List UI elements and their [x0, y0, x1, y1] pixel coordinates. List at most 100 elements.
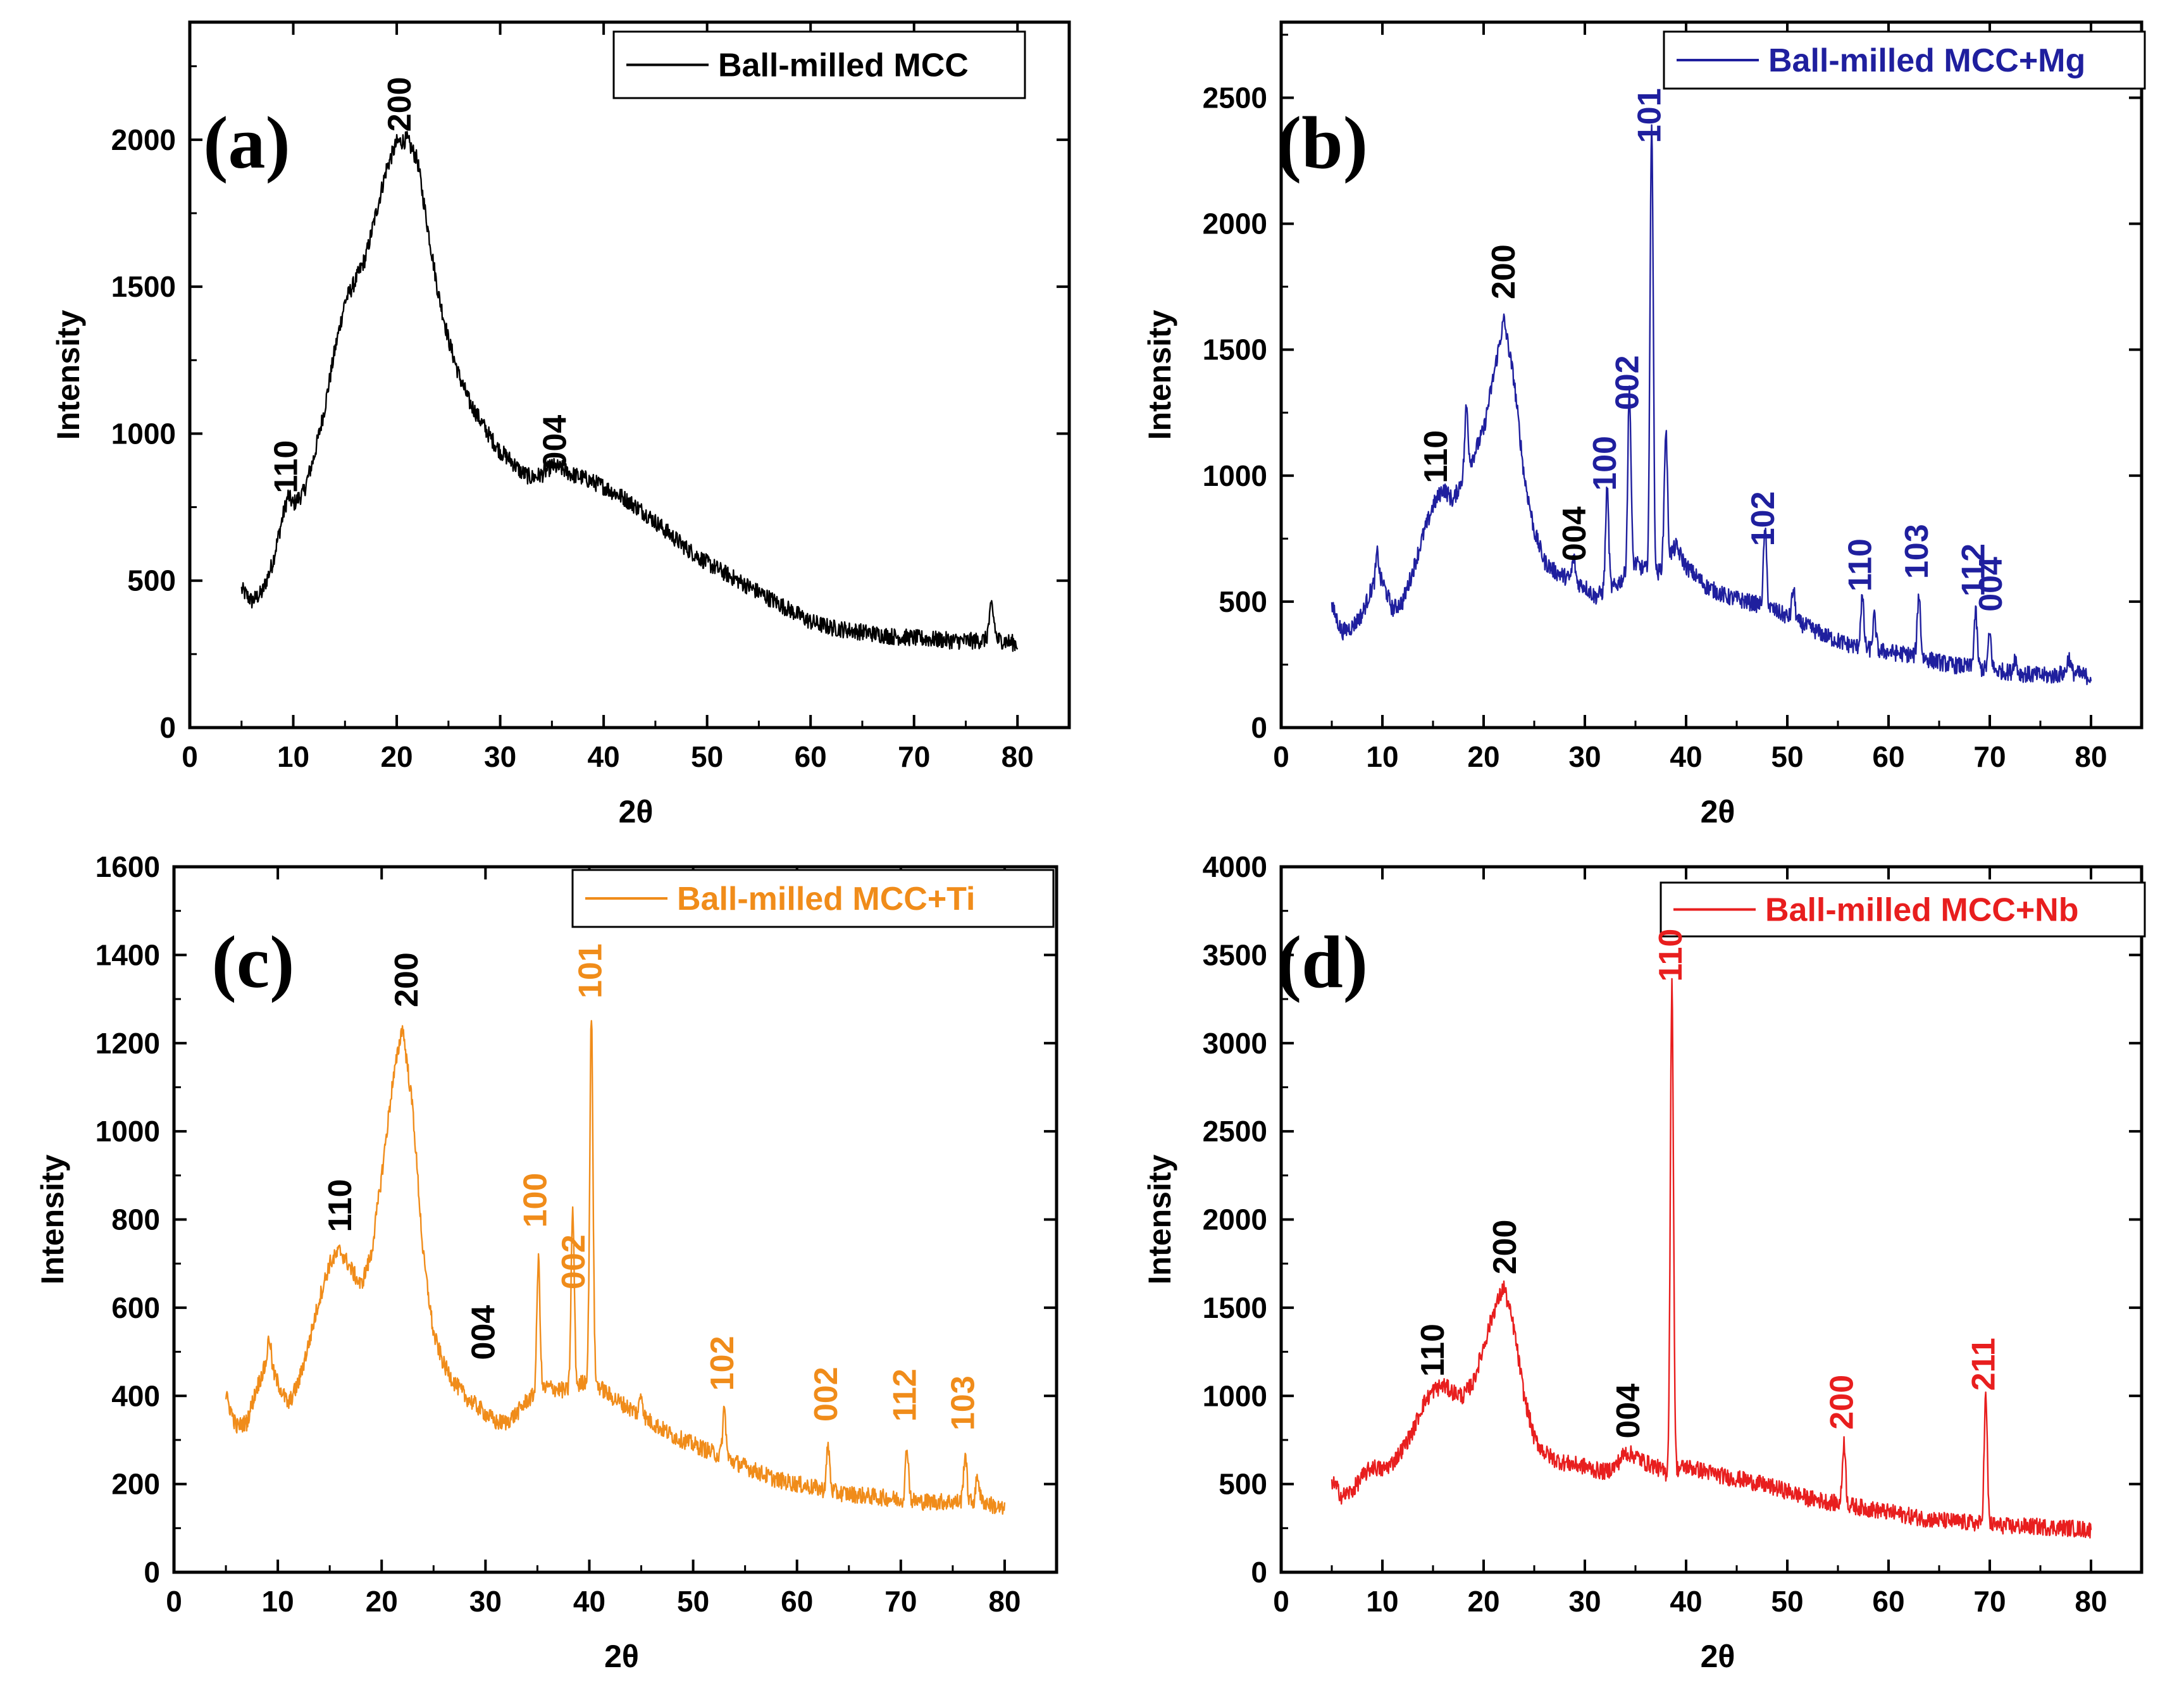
chart-panel-c: 0 10 20 30 40 50 60 70 8002004006008001000120014… [35, 850, 1058, 1674]
panel-label: (b) [1277, 101, 1368, 184]
plot-frame [1279, 865, 2144, 1574]
x-tick-label: 50 [1771, 740, 1803, 773]
peak-label: 200 [382, 77, 418, 132]
x-tick-label: 80 [2075, 740, 2107, 773]
x-tick-label: 30 [469, 1585, 502, 1618]
panel-label: (a) [203, 101, 290, 184]
y-tick-label: 2000 [111, 123, 176, 156]
x-tick-label: 40 [1670, 1585, 1702, 1618]
y-tick-label: 3500 [1203, 938, 1267, 971]
y-tick-label: 0 [159, 711, 176, 744]
peak-label: 102 [704, 1336, 741, 1391]
peak-label: 200 [388, 952, 425, 1007]
x-tick-label: 0 [166, 1585, 182, 1618]
x-tick-label: 40 [588, 740, 620, 773]
x-tick-label: 30 [484, 740, 516, 773]
y-tick-label: 200 [111, 1468, 160, 1501]
y-tick-label: 1000 [96, 1115, 160, 1148]
peak-label: 102 [1745, 491, 1782, 546]
y-tick-label: 1000 [1203, 1379, 1267, 1412]
y-tick-label: 1200 [96, 1027, 160, 1060]
x-tick-label: 20 [380, 740, 413, 773]
y-axis-title: Intensity [1142, 310, 1177, 440]
x-tick-label: 70 [1973, 740, 2006, 773]
y-tick-label: 1500 [1203, 1291, 1267, 1324]
x-tick-label: 70 [884, 1585, 917, 1618]
legend-label: Ball-milled MCC+Mg [1768, 42, 2085, 79]
y-axis-title: Intensity [51, 310, 86, 440]
y-axis-title: Intensity [1142, 1155, 1177, 1285]
peak-label: 103 [1899, 524, 1935, 579]
plot-frame [1279, 20, 2144, 729]
peak-label: 004 [537, 415, 574, 470]
x-axis-title: 2θ [604, 1639, 639, 1674]
x-axis-title: 2θ [619, 794, 654, 829]
y-tick-label: 0 [1251, 1556, 1267, 1589]
y-tick-label: 2500 [1203, 1115, 1267, 1148]
x-tick-label: 30 [1568, 1585, 1601, 1618]
peak-label: 002 [555, 1234, 592, 1289]
x-tick-label: 20 [1467, 1585, 1499, 1618]
legend-box [612, 30, 1026, 99]
y-tick-label: 0 [144, 1556, 160, 1589]
y-tick-label: 1600 [96, 850, 160, 883]
x-axis-title: 2θ [1701, 1639, 1735, 1674]
x-tick-label: 80 [1002, 740, 1034, 773]
x-tick-label: 60 [781, 1585, 813, 1618]
peak-label: 110 [1418, 430, 1455, 483]
x-tick-label: 40 [1670, 740, 1702, 773]
peak-label: 004 [1973, 557, 2009, 612]
peak-label: 110 [1415, 1324, 1451, 1377]
peak-label: 110 [1653, 929, 1689, 982]
peak-label: 112 [1956, 543, 1992, 597]
chart-panel-d: 0 10 20 30 40 50 60 70 80 0 500 1000 1500 2000 2500 300… [1142, 850, 2146, 1674]
peak-label: 211 [1966, 1338, 2002, 1391]
peak-label: 200 [1486, 244, 1522, 299]
x-tick-label: 70 [898, 740, 930, 773]
panel-label: (c) [212, 921, 295, 1003]
y-tick-label: 800 [111, 1203, 160, 1236]
y-tick-label: 500 [1219, 585, 1267, 618]
peak-label: 004 [1610, 1384, 1647, 1439]
peak-label: 112 [887, 1369, 924, 1422]
x-tick-label: 10 [1366, 740, 1398, 773]
y-tick-label: 2000 [1203, 1203, 1267, 1236]
chart-panel-a: 0 10 20 30 40 50 60 70 80 0 500 1000 1500 2000 2θ Inten… [51, 20, 1071, 829]
x-tick-label: 60 [795, 740, 827, 773]
x-tick-label: 50 [1771, 1585, 1803, 1618]
x-tick-label: 10 [277, 740, 309, 773]
peak-label: 200 [1487, 1220, 1523, 1275]
x-tick-label: 0 [1273, 740, 1289, 773]
y-tick-label: 500 [1219, 1468, 1267, 1501]
legend-label: Ball-milled MCC [718, 47, 969, 84]
x-tick-label: 30 [1568, 740, 1601, 773]
x-tick-label: 10 [1366, 1585, 1398, 1618]
legend-label: Ball-milled MCC+Nb [1765, 892, 2079, 929]
series-line-b [1331, 124, 2092, 686]
peak-label: 002 [808, 1367, 845, 1422]
y-tick-label: 400 [111, 1379, 160, 1412]
x-tick-label: 80 [2075, 1585, 2107, 1618]
y-tick-label: 1000 [1203, 459, 1267, 492]
x-axis-title: 2θ [1701, 794, 1735, 829]
chart-panel-b: 0 10 20 30 40 50 60 70 80 0 500 1000 1500 2000 2500 2θ I… [1142, 20, 2146, 829]
y-tick-label: 2500 [1203, 81, 1267, 114]
y-tick-label: 0 [1251, 711, 1267, 744]
peak-label: 100 [517, 1173, 554, 1228]
peak-label: 004 [1556, 506, 1593, 561]
plot-frame [188, 20, 1071, 729]
x-tick-label: 0 [182, 740, 198, 773]
legend-label: Ball-milled MCC+Ti [677, 881, 975, 917]
x-tick-label: 10 [262, 1585, 294, 1618]
x-tick-label: 20 [366, 1585, 398, 1618]
y-axis-title: Intensity [35, 1155, 70, 1285]
x-tick-label: 70 [1973, 1585, 2006, 1618]
x-tick-label: 80 [988, 1585, 1021, 1618]
peak-label: 103 [945, 1375, 982, 1431]
y-tick-label: 1400 [96, 938, 160, 971]
x-tick-label: 50 [691, 740, 723, 773]
y-tick-label: 500 [127, 564, 176, 597]
plot-frame [172, 865, 1058, 1574]
peak-label: 110 [268, 440, 304, 493]
